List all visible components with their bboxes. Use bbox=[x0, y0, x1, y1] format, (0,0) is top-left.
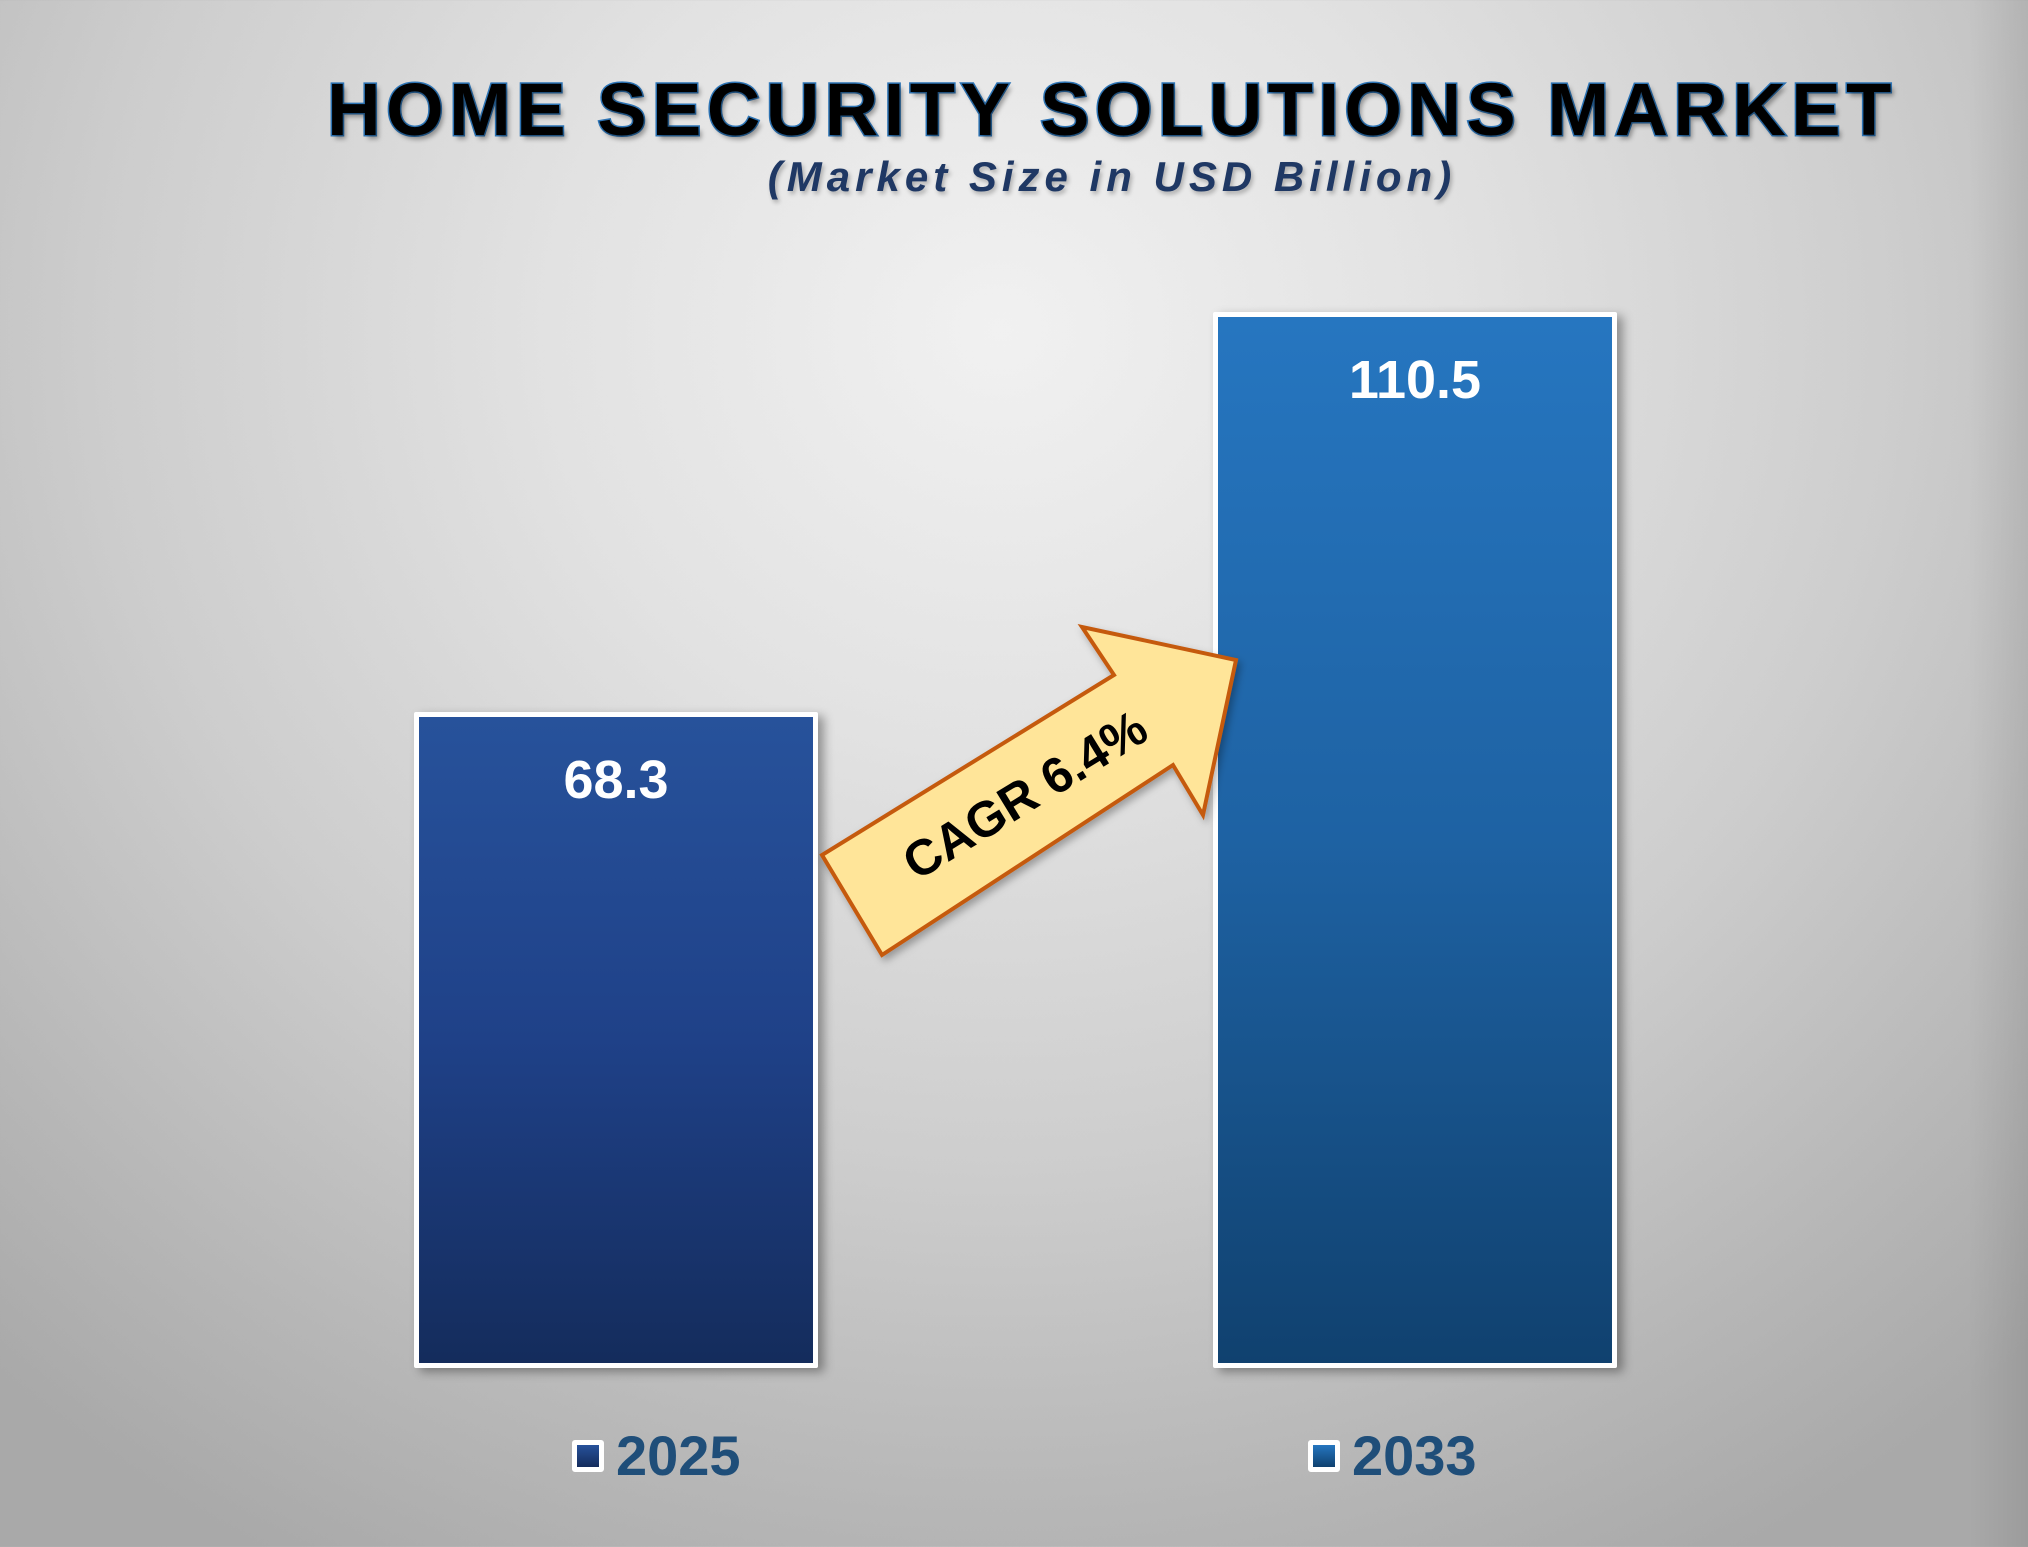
legend-swatch-icon bbox=[1308, 1440, 1340, 1472]
bar-2025: 68.3 bbox=[414, 712, 818, 1368]
legend-swatch-icon bbox=[572, 1440, 604, 1472]
legend-label: 2025 bbox=[616, 1424, 741, 1487]
legend-item-2025: 2025 bbox=[572, 1428, 741, 1484]
chart-subtitle: (Market Size in USD Billion) bbox=[767, 153, 1457, 200]
chart-title: HOME SECURITY SOLUTIONS MARKET bbox=[326, 68, 1897, 151]
legend-item-2033: 2033 bbox=[1308, 1428, 1477, 1484]
bar-2033: 110.5 bbox=[1213, 312, 1617, 1368]
legend-label: 2033 bbox=[1352, 1424, 1477, 1487]
bar-value-label: 68.3 bbox=[563, 750, 669, 810]
bar-value-label: 110.5 bbox=[1348, 350, 1482, 410]
